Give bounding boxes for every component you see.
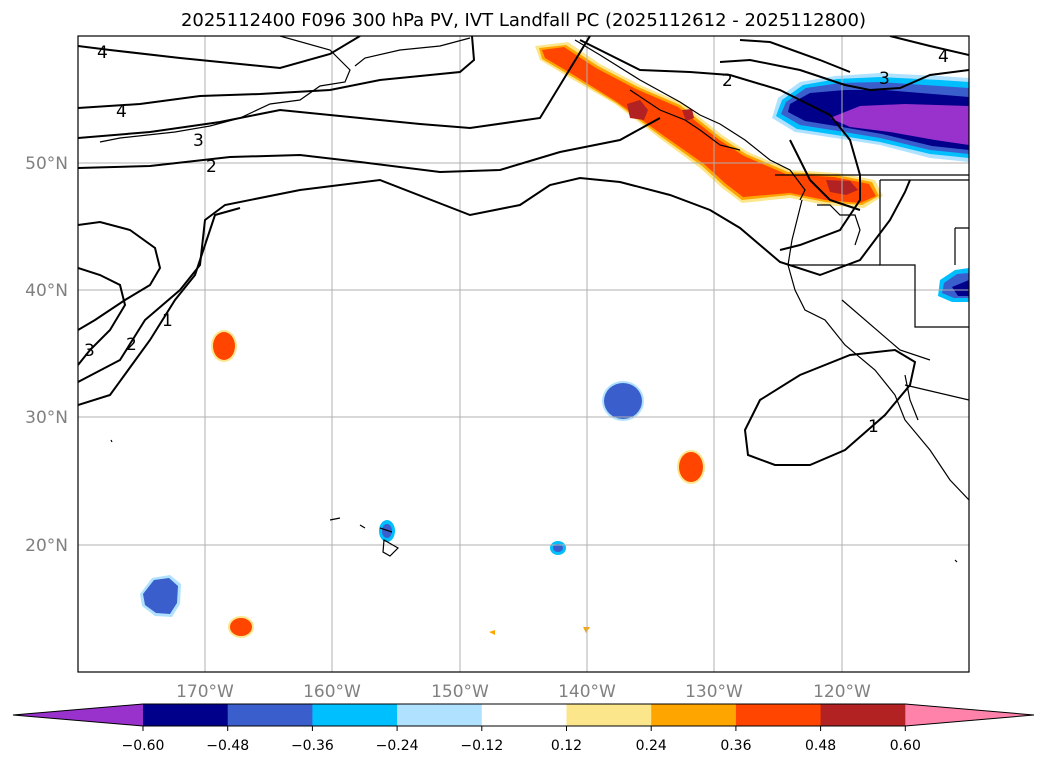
lat-label-30: 30°N — [25, 408, 68, 428]
colorbar-segment — [143, 704, 229, 726]
contour-label-4c: 4 — [938, 47, 949, 67]
colorbar-extend-max — [905, 704, 1034, 726]
lat-label-40: 40°N — [25, 281, 68, 301]
contour-label-1a: 1 — [162, 311, 173, 331]
lon-label-140w: 140°W — [558, 682, 616, 702]
lat-axis-labels: 50°N 40°N 30°N 20°N — [25, 154, 68, 556]
contour-label-3c: 3 — [879, 69, 890, 89]
colorbar-segment — [651, 704, 737, 726]
lat-label-50: 50°N — [25, 154, 68, 174]
colorbar-tick-label: 0.48 — [805, 738, 836, 754]
contour-label-1b: 1 — [868, 417, 879, 437]
contour-labels: 4 4 3 2 1 2 3 2 3 4 1 — [84, 43, 949, 437]
contour-label-2a: 2 — [206, 157, 217, 177]
colorbar-tick-label: 0.24 — [636, 738, 667, 754]
colorbar-segment — [566, 704, 652, 726]
colorbar-tick-label: 0.36 — [720, 738, 751, 754]
colorbar-segment — [735, 704, 822, 726]
lon-label-160w: 160°W — [303, 682, 361, 702]
map-title: 2025112400 F096 300 hPa PV, IVT Landfall… — [180, 10, 867, 31]
colorbar-tick-label: −0.48 — [206, 738, 249, 754]
colorbar-segment — [481, 704, 567, 726]
colorbar-segment — [397, 704, 483, 726]
colorbar-tick-label: 0.12 — [551, 738, 582, 754]
contour-label-2c: 2 — [722, 71, 733, 91]
contour-label-4a: 4 — [97, 43, 108, 63]
colorbar-segment — [312, 704, 398, 726]
colorbar-tick-label: −0.36 — [291, 738, 334, 754]
shading-layer — [140, 42, 969, 638]
lon-axis-labels: 170°W 160°W 150°W 140°W 130°W 120°W — [176, 682, 871, 702]
lon-label-170w: 170°W — [176, 682, 234, 702]
map-frame — [77, 35, 970, 673]
lon-label-120w: 120°W — [813, 682, 871, 702]
colorbar-segment — [227, 704, 313, 726]
colorbar-extend-min — [13, 704, 143, 726]
lon-label-130w: 130°W — [685, 682, 743, 702]
colorbar-tick-label: −0.12 — [460, 738, 503, 754]
contour-label-3a: 3 — [193, 131, 204, 151]
colorbar-tick-label: 0.60 — [890, 738, 921, 754]
colorbar: −0.60 −0.48 −0.36 −0.24 −0.12 0.12 0.24 0.36 0.4… — [12, 703, 1035, 754]
lat-label-20: 20°N — [25, 536, 68, 556]
colorbar-tick-label: −0.60 — [122, 738, 165, 754]
map-panel: 4 4 3 2 1 2 3 2 3 4 1 — [78, 36, 969, 672]
colorbar-tick-label: −0.24 — [376, 738, 419, 754]
contour-label-3b: 3 — [84, 341, 95, 361]
contour-label-2b: 2 — [126, 335, 137, 355]
colorbar-segment — [820, 704, 906, 726]
contour-label-4b: 4 — [116, 102, 127, 122]
pv-contours — [78, 36, 969, 466]
lon-label-150w: 150°W — [431, 682, 489, 702]
